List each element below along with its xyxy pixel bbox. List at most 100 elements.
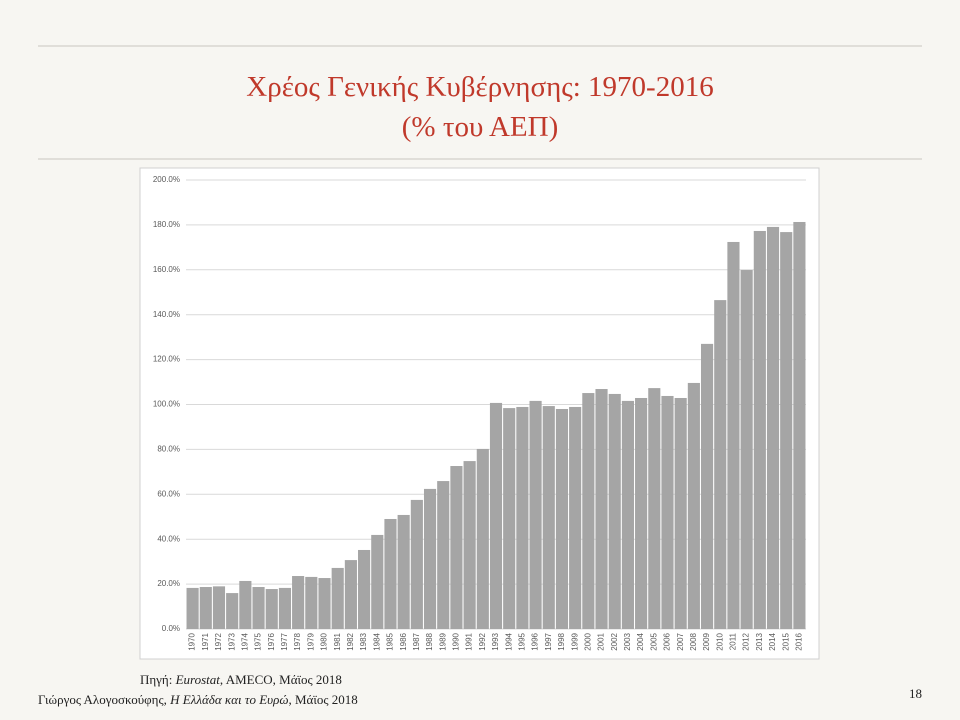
bar [621,400,634,629]
bar [384,518,397,629]
y-tick-label: 180.0% [153,220,180,229]
x-tick-label: 2008 [689,632,698,650]
bar [529,400,542,629]
bar [463,461,476,629]
bar [661,395,674,629]
bar [371,534,384,629]
bar [766,226,780,629]
bar [226,593,239,629]
x-tick-label: 1986 [399,632,408,650]
bar [542,406,555,629]
x-tick-label: 1974 [240,632,249,650]
x-tick-label: 2010 [715,632,724,650]
bar [582,393,595,629]
bar [410,499,423,629]
bar [714,300,727,629]
y-tick-label: 160.0% [153,265,180,274]
x-tick-label: 1998 [557,632,566,650]
x-tick-label: 1994 [504,632,513,650]
bar [239,580,252,629]
y-tick-label: 0.0% [162,624,180,633]
x-tick-label: 1970 [188,632,197,650]
x-tick-label: 2005 [649,632,658,650]
bar [450,466,463,629]
bar [727,241,740,629]
bar [344,560,357,629]
x-tick-label: 2012 [742,632,751,650]
x-tick-label: 1976 [267,632,276,650]
x-tick-label: 1982 [346,632,355,650]
x-tick-label: 2007 [676,632,685,650]
bar [331,567,344,629]
bar [687,382,700,629]
x-tick-label: 1984 [372,632,381,650]
source-prefix: Πηγή: [140,672,176,687]
bar [423,488,437,629]
x-tick-label: 1996 [531,632,540,650]
x-tick-label: 1988 [425,632,434,650]
bar [608,393,621,629]
bar [780,232,793,630]
x-tick-label: 1977 [280,632,289,650]
y-tick-label: 60.0% [157,489,180,498]
x-tick-label: 1983 [359,632,368,650]
source: Πηγή: Eurostat, AMECO, Μάϊος 2018 [140,672,342,687]
x-tick-label: 2002 [610,632,619,650]
bar [437,481,450,629]
bar [476,448,489,629]
bar [753,230,766,630]
x-tick-label: 1980 [320,632,329,650]
footer-book: Η Ελλάδα και το Ευρώ [169,692,288,707]
bar [740,270,753,629]
y-tick-label: 20.0% [157,579,180,588]
bar [569,406,582,629]
bar [212,586,226,629]
plot: 0.0% 20.0% 40.0% 60.0% 80.0% 100.0% 120.0% 140.… [153,175,806,651]
y-tick-label: 80.0% [157,445,180,454]
x-tick-label: 1989 [438,632,447,650]
x-tick-label: 1991 [465,632,474,650]
bar [199,587,212,629]
x-tick-label: 1972 [214,632,223,650]
y-tick-label: 140.0% [153,310,180,319]
x-tick-label: 2014 [768,632,777,650]
x-tick-label: 1979 [306,632,315,650]
bar [292,576,305,629]
bar [635,397,648,629]
x-tick-label: 1990 [452,632,461,650]
bar [516,406,529,629]
bar [318,578,331,629]
bar [397,514,410,629]
bar [252,587,265,629]
x-tick-label: 1993 [491,632,500,650]
bar [358,549,371,629]
y-tick-label: 100.0% [153,400,180,409]
x-tick-label: 1999 [570,632,579,650]
x-tick-label: 2006 [663,632,672,650]
x-tick-label: 2013 [755,632,764,650]
x-tick-label: 1987 [412,632,421,650]
x-tick-label: 2015 [781,632,790,650]
bar [503,408,516,629]
y-tick-label: 200.0% [153,175,180,184]
x-tick-label: 1973 [227,632,236,650]
x-tick-label: 2009 [702,632,711,650]
x-tick-label: 1978 [293,632,302,650]
footer-date: , Μάϊος 2018 [288,692,357,707]
x-tick-label: 2004 [636,632,645,650]
page-number: 18 [909,686,922,701]
y-tick-label: 120.0% [153,355,180,364]
bar [700,343,714,629]
x-tick-label: 1985 [386,632,395,650]
bar [674,397,687,629]
x-tick-label: 1997 [544,632,553,650]
x-tick-label: 2011 [729,632,738,650]
bar [555,408,569,629]
footer-author: Γιώργος Αλογοσκούφης, [38,692,170,707]
footer: Γιώργος Αλογοσκούφης, Η Ελλάδα και το Ευ… [38,692,358,707]
bar [595,389,608,629]
bar [489,402,503,629]
x-tick-label: 2001 [597,632,606,650]
source-rest: , AMECO, Μάϊος 2018 [220,672,342,687]
